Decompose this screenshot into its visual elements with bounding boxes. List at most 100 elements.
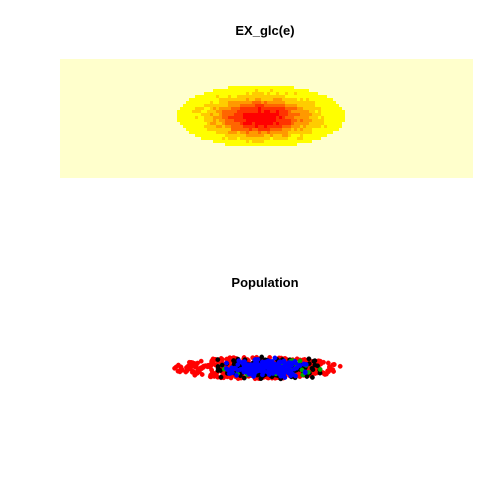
- heatmap-cell: [225, 89, 228, 92]
- heatmap-cell: [225, 116, 228, 119]
- heatmap-cell: [246, 119, 249, 122]
- population-point: [296, 362, 302, 368]
- heatmap-cell: [237, 98, 240, 101]
- heatmap-cell: [234, 122, 237, 125]
- heatmap-cell: [201, 119, 204, 122]
- population-point: [245, 363, 251, 369]
- heatmap-cell: [216, 128, 219, 131]
- heatmap-cell: [216, 116, 219, 119]
- heatmap-cell: [219, 95, 222, 98]
- heatmap-cell: [234, 113, 237, 116]
- heatmap-cell: [258, 116, 261, 119]
- heatmap-cell: [219, 116, 222, 119]
- heatmap-cell: [234, 110, 237, 113]
- heatmap-cell: [252, 131, 255, 134]
- heatmap-cell: [249, 95, 252, 98]
- heatmap-cell: [270, 122, 273, 125]
- population-point: [306, 356, 312, 362]
- heatmap-cell: [246, 86, 249, 89]
- heatmap-cell: [204, 104, 207, 107]
- heatmap-cell: [231, 122, 234, 125]
- heatmap-cell: [303, 98, 306, 101]
- heatmap-cell: [324, 131, 327, 134]
- heatmap-cell: [327, 107, 330, 110]
- heatmap-cell: [318, 110, 321, 113]
- heatmap-cell: [255, 140, 258, 143]
- heatmap-cell: [306, 113, 309, 116]
- heatmap-cell: [258, 104, 261, 107]
- heatmap-cell: [237, 143, 240, 146]
- heatmap-cell: [234, 131, 237, 134]
- heatmap-cell: [270, 125, 273, 128]
- heatmap-cell: [231, 140, 234, 143]
- heatmap-cell: [324, 104, 327, 107]
- heatmap-cell: [330, 107, 333, 110]
- heatmap-cell: [240, 134, 243, 137]
- heatmap-cell: [309, 134, 312, 137]
- heatmap-cell: [222, 122, 225, 125]
- heatmap-cell: [225, 113, 228, 116]
- heatmap-cell: [330, 125, 333, 128]
- heatmap-cell: [204, 134, 207, 137]
- heatmap-cell: [249, 104, 252, 107]
- heatmap-cell: [204, 116, 207, 119]
- heatmap-cell: [279, 92, 282, 95]
- heatmap-cell: [291, 101, 294, 104]
- heatmap-cell: [249, 137, 252, 140]
- heatmap-cell: [258, 131, 261, 134]
- heatmap-cell: [222, 137, 225, 140]
- heatmap-cell: [201, 104, 204, 107]
- population-point: [321, 371, 327, 377]
- heatmap-cell: [294, 125, 297, 128]
- heatmap-cell: [234, 86, 237, 89]
- heatmap-cell: [216, 122, 219, 125]
- heatmap-cell: [195, 107, 198, 110]
- heatmap-cell: [231, 119, 234, 122]
- heatmap-cell: [189, 116, 192, 119]
- heatmap-cell: [306, 107, 309, 110]
- heatmap-title: EX_glc(e): [235, 23, 295, 38]
- heatmap-cell: [240, 107, 243, 110]
- heatmap-cell: [222, 113, 225, 116]
- heatmap-cell: [330, 110, 333, 113]
- heatmap-cell: [192, 113, 195, 116]
- heatmap-cell: [234, 137, 237, 140]
- heatmap-cell: [342, 119, 345, 122]
- heatmap-cell: [321, 116, 324, 119]
- heatmap-cell: [186, 119, 189, 122]
- heatmap-cell: [255, 143, 258, 146]
- heatmap-cell: [297, 107, 300, 110]
- heatmap-cell: [288, 89, 291, 92]
- heatmap-cell: [291, 137, 294, 140]
- heatmap-cell: [267, 107, 270, 110]
- heatmap-cell: [264, 95, 267, 98]
- heatmap-cell: [309, 104, 312, 107]
- heatmap-cell: [195, 98, 198, 101]
- heatmap-cell: [204, 101, 207, 104]
- heatmap-cell: [279, 125, 282, 128]
- heatmap-cell: [285, 113, 288, 116]
- heatmap-cell: [309, 125, 312, 128]
- heatmap-cell: [333, 107, 336, 110]
- heatmap-cell: [270, 89, 273, 92]
- heatmap-cell: [180, 113, 183, 116]
- heatmap-cell: [198, 113, 201, 116]
- heatmap-cell: [201, 110, 204, 113]
- heatmap-cell: [267, 104, 270, 107]
- population-point: [178, 365, 184, 371]
- heatmap-cell: [255, 125, 258, 128]
- heatmap-cell: [243, 128, 246, 131]
- heatmap-cell: [285, 119, 288, 122]
- heatmap-cell: [282, 116, 285, 119]
- heatmap-cell: [258, 140, 261, 143]
- heatmap-cell: [252, 98, 255, 101]
- population-point: [200, 364, 206, 370]
- heatmap-cell: [225, 95, 228, 98]
- heatmap-cell: [264, 86, 267, 89]
- heatmap-cell: [309, 137, 312, 140]
- heatmap-cell: [315, 137, 318, 140]
- heatmap-cell: [240, 122, 243, 125]
- heatmap-cell: [219, 101, 222, 104]
- heatmap-cell: [294, 95, 297, 98]
- heatmap-cell: [186, 107, 189, 110]
